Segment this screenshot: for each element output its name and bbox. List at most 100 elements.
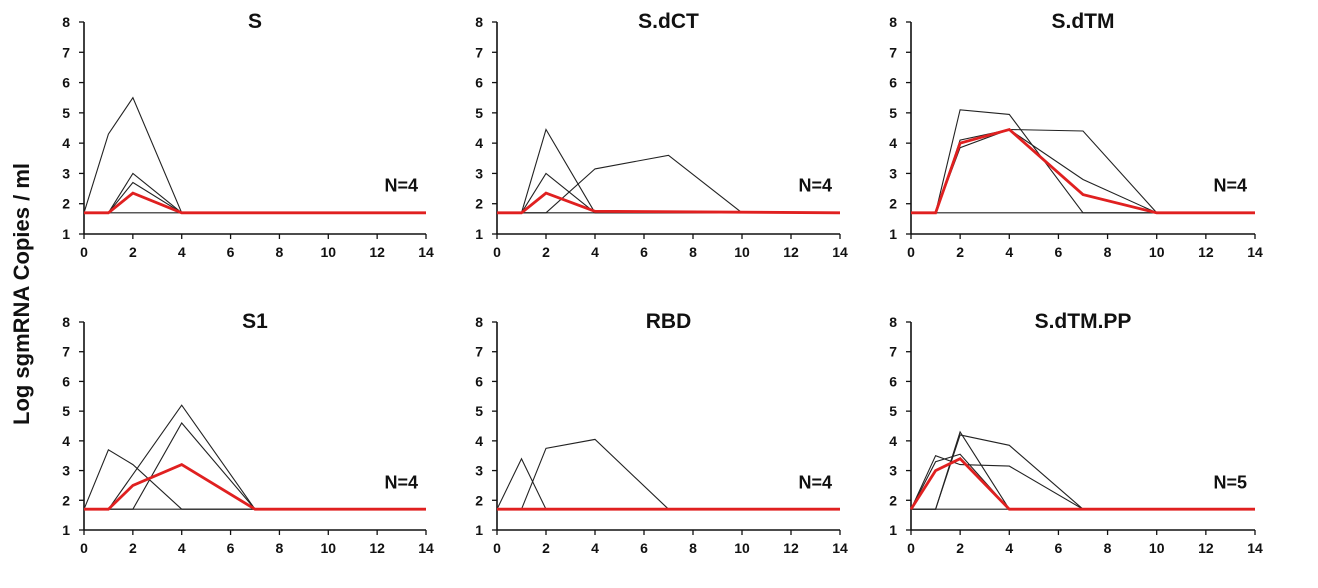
x-tick-label: 4 xyxy=(178,540,186,556)
mean-series-line xyxy=(84,463,426,511)
x-tick-label: 14 xyxy=(1247,540,1263,556)
n-label: N=4 xyxy=(384,176,418,196)
y-tick-label: 6 xyxy=(475,75,483,91)
x-tick-label: 10 xyxy=(1149,540,1165,556)
x-tick-label: 8 xyxy=(1104,244,1112,260)
y-tick-label: 2 xyxy=(62,492,70,508)
y-tick-label: 4 xyxy=(475,135,483,151)
individual-series-line xyxy=(911,434,1255,510)
y-tick-label: 4 xyxy=(62,135,70,151)
individual-series-line xyxy=(83,448,426,510)
x-tick-label: 6 xyxy=(1055,244,1063,260)
n-label: N=4 xyxy=(798,176,832,196)
y-tick-label: 5 xyxy=(889,105,897,121)
y-tick-label: 4 xyxy=(62,433,70,449)
x-tick-label: 10 xyxy=(320,540,336,556)
x-tick-label: 0 xyxy=(80,540,88,556)
x-tick-label: 4 xyxy=(591,244,599,260)
y-tick-label: 3 xyxy=(62,463,70,479)
y-tick-label: 2 xyxy=(889,492,897,508)
y-tick-label: 8 xyxy=(475,314,483,330)
y-tick-label: 1 xyxy=(62,226,70,242)
y-tick-label: 5 xyxy=(889,403,897,419)
y-tick-label: 5 xyxy=(475,403,483,419)
y-tick-label: 4 xyxy=(475,433,483,449)
x-tick-label: 14 xyxy=(832,244,848,260)
y-tick-label: 8 xyxy=(889,14,897,30)
panel-title: S1 xyxy=(242,310,268,333)
x-tick-label: 10 xyxy=(1149,244,1165,260)
individual-series-line xyxy=(497,128,840,214)
y-tick-label: 1 xyxy=(889,522,897,538)
y-tick-label: 7 xyxy=(889,44,897,60)
x-tick-label: 8 xyxy=(689,244,697,260)
x-tick-label: 6 xyxy=(640,540,648,556)
x-tick-label: 12 xyxy=(369,540,385,556)
x-tick-label: 12 xyxy=(369,244,385,260)
panel-title: RBD xyxy=(646,310,692,333)
y-tick-label: 8 xyxy=(62,14,70,30)
y-tick-label: 3 xyxy=(889,165,897,181)
n-label: N=4 xyxy=(798,472,832,492)
individual-series-line xyxy=(497,154,840,214)
x-tick-label: 2 xyxy=(956,244,964,260)
y-tick-label: 7 xyxy=(475,344,483,360)
x-tick-label: 14 xyxy=(832,540,848,556)
x-tick-label: 8 xyxy=(689,540,697,556)
panel-title: S.dTM.PP xyxy=(1035,310,1132,333)
individual-series-line xyxy=(496,457,840,510)
x-tick-label: 12 xyxy=(1198,540,1214,556)
y-tick-label: 4 xyxy=(889,433,897,449)
panel-title: S xyxy=(248,10,262,33)
y-tick-label: 3 xyxy=(475,165,483,181)
y-tick-label: 3 xyxy=(62,165,70,181)
x-tick-label: 0 xyxy=(907,540,915,556)
y-tick-label: 6 xyxy=(62,373,70,389)
x-tick-label: 12 xyxy=(783,540,799,556)
x-tick-label: 12 xyxy=(1198,244,1214,260)
y-tick-label: 6 xyxy=(889,75,897,91)
y-tick-label: 3 xyxy=(889,463,897,479)
x-tick-label: 2 xyxy=(542,244,550,260)
y-tick-label: 1 xyxy=(475,226,483,242)
individual-series-line xyxy=(497,438,840,510)
x-tick-label: 14 xyxy=(1247,244,1263,260)
y-tick-label: 6 xyxy=(475,373,483,389)
x-tick-label: 0 xyxy=(907,244,915,260)
y-tick-label: 8 xyxy=(475,14,483,30)
y-tick-label: 8 xyxy=(62,314,70,330)
y-tick-label: 8 xyxy=(889,314,897,330)
y-tick-label: 2 xyxy=(62,196,70,212)
x-tick-label: 0 xyxy=(493,244,501,260)
individual-series-line xyxy=(84,181,426,214)
x-tick-label: 2 xyxy=(542,540,550,556)
individual-series-line xyxy=(911,430,1255,510)
y-tick-label: 7 xyxy=(475,44,483,60)
n-label: N=5 xyxy=(1213,472,1247,492)
mean-series-line xyxy=(911,127,1255,215)
individual-series-line xyxy=(911,109,1255,214)
y-tick-label: 3 xyxy=(475,463,483,479)
x-tick-label: 6 xyxy=(640,244,648,260)
n-label: N=4 xyxy=(1213,176,1247,196)
y-tick-label: 5 xyxy=(62,403,70,419)
x-tick-label: 2 xyxy=(956,540,964,556)
y-tick-label: 1 xyxy=(62,522,70,538)
panel-title: S.dTM xyxy=(1052,10,1115,33)
y-tick-label: 5 xyxy=(475,105,483,121)
y-tick-label: 7 xyxy=(889,344,897,360)
x-tick-label: 12 xyxy=(783,244,799,260)
y-tick-label: 6 xyxy=(889,373,897,389)
individual-series-line xyxy=(910,455,1255,510)
x-tick-label: 4 xyxy=(1005,540,1013,556)
x-tick-label: 10 xyxy=(320,244,336,260)
y-tick-label: 2 xyxy=(889,196,897,212)
x-tick-label: 6 xyxy=(227,540,235,556)
y-tick-label: 2 xyxy=(475,196,483,212)
